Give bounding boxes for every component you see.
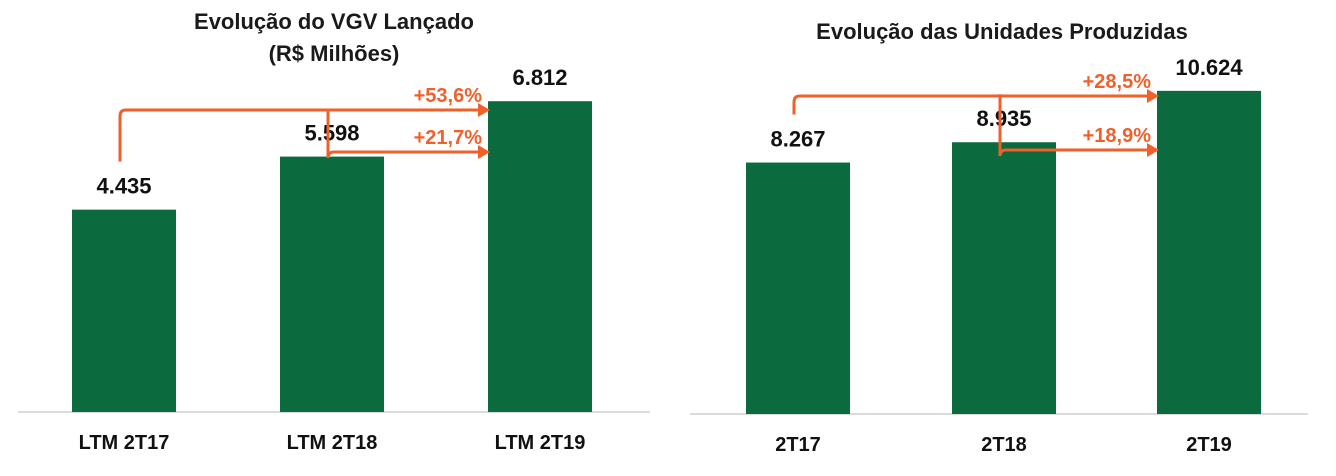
category-label: 2T17: [775, 434, 821, 456]
growth-arrow-head: [478, 103, 490, 117]
data-label: 10.624: [1175, 55, 1243, 80]
growth-label: +18,9%: [1083, 125, 1152, 147]
category-label: 2T19: [1186, 434, 1232, 456]
chart-svg: 8.267 2T17 8.935 2T18 10.624 2T19 +28,5% +18,9%: [690, 55, 1308, 456]
chart-title-text: Evolução do VGV Lançado: [194, 9, 474, 34]
data-label: 6.812: [512, 65, 567, 90]
growth-label: +28,5%: [1083, 71, 1152, 93]
growth-arrow-head: [1147, 89, 1159, 103]
growth-arrow-line: [326, 108, 480, 159]
data-label: 4.435: [96, 174, 151, 199]
data-label: 5.598: [304, 121, 359, 146]
data-label: 8.267: [770, 127, 825, 152]
chart-unidades-produzidas: Evolução das Unidades Produzidas 8.267 2T…: [668, 0, 1336, 476]
bar-2t19: [1157, 90, 1261, 414]
growth-arrow-head: [478, 145, 490, 159]
chart-title: Evolução das Unidades Produzidas: [668, 16, 1336, 48]
bar-2t18: [952, 142, 1056, 414]
category-label: 2T18: [981, 434, 1027, 456]
bar-ltm-2t17: [72, 209, 176, 412]
category-label: LTM 2T18: [287, 432, 378, 454]
bar-ltm-2t18: [280, 156, 384, 412]
bar-ltm-2t19: [488, 101, 592, 412]
growth-label: +21,7%: [414, 127, 483, 149]
growth-arrow-line: [792, 94, 1149, 115]
bar-2t17: [746, 162, 850, 414]
category-label: LTM 2T19: [495, 432, 586, 454]
chart-svg: 4.435 LTM 2T17 5.598 LTM 2T18 6.812 LTM 2T19 +…: [18, 65, 650, 454]
chart-title: Evolução do VGV Lançado (R$ Milhões): [0, 6, 668, 70]
growth-arrow-line: [118, 108, 480, 162]
growth-arrow-line: [998, 94, 1149, 157]
chart-title-text: Evolução das Unidades Produzidas: [816, 19, 1188, 44]
chart-vgv-lancado: Evolução do VGV Lançado (R$ Milhões) 4.4…: [0, 6, 668, 454]
growth-arrow-head: [1147, 143, 1159, 157]
data-label: 8.935: [976, 106, 1031, 131]
chart-subtitle-text: (R$ Milhões): [268, 41, 400, 66]
growth-label: +53,6%: [414, 85, 483, 107]
category-label: LTM 2T17: [79, 432, 170, 454]
